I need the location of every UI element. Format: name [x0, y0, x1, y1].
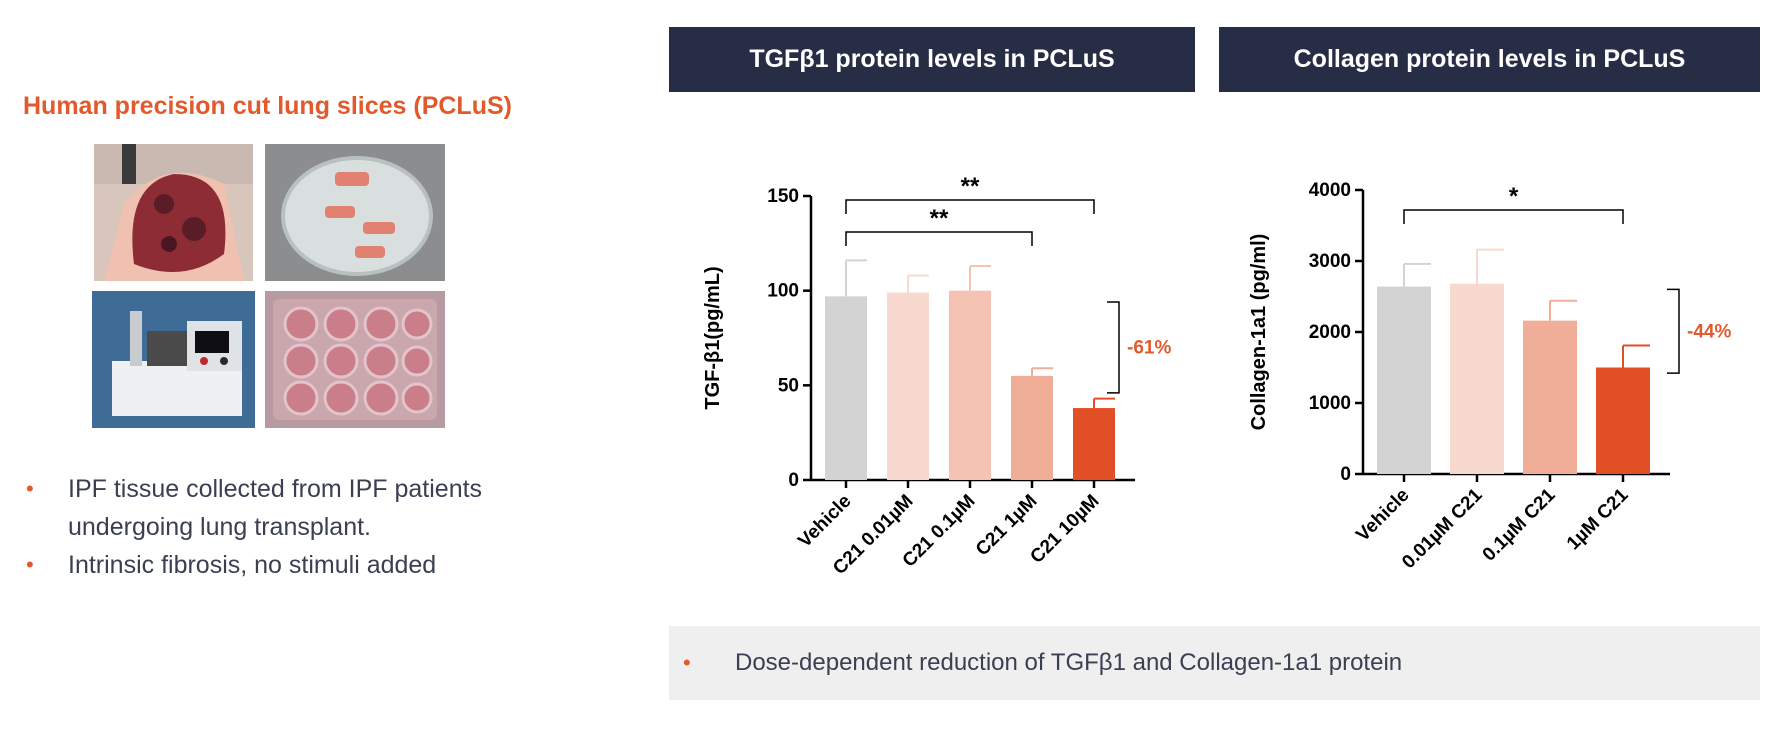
y-axis-label: Collagen-1a1 (pg/ml)	[1248, 234, 1270, 431]
y-tick-label: 150	[767, 186, 799, 207]
bullet-text: Intrinsic fibrosis, no stimuli added	[68, 551, 437, 579]
significance-bracket	[1403, 209, 1624, 224]
reduction-bracket	[1667, 288, 1680, 374]
summary-text: Dose-dependent reduction of TGFβ1 and Co…	[735, 649, 1403, 676]
section-title: Human precision cut lung slices (PCLuS)	[23, 92, 512, 120]
bar	[949, 290, 991, 480]
bar	[825, 296, 867, 480]
tissue-slicer-photo	[92, 291, 255, 428]
collagen-chart-title: Collagen protein levels in PCLuS	[1219, 27, 1760, 92]
summary-bar: • Dose-dependent reduction of TGFβ1 and …	[669, 626, 1760, 700]
x-tick-label: 1µM C21	[1563, 484, 1633, 554]
y-tick-label: 4000	[1309, 180, 1351, 201]
collagen-bar-chart: 0 1000 2000 3000 4000 Collagen-1a1 (pg/ml) Veh…	[1248, 180, 1731, 573]
list-item: • IPF tissue collected from IPF patients …	[22, 470, 582, 546]
well-plate-photo	[265, 291, 445, 428]
significance-bracket	[845, 231, 1033, 246]
bullet-list: • IPF tissue collected from IPF patients …	[22, 470, 582, 584]
lung-tissue-photo	[94, 144, 253, 281]
y-tick-label: 50	[778, 375, 799, 396]
y-tick-label: 100	[767, 281, 799, 302]
bar	[1377, 286, 1431, 474]
bullet-marker: •	[683, 650, 691, 675]
significance-label: **	[930, 205, 949, 232]
y-tick-label: 0	[1340, 464, 1351, 485]
bar	[1011, 375, 1053, 480]
bar	[887, 292, 929, 480]
y-tick-label: 3000	[1309, 251, 1351, 272]
bullet-text: IPF tissue collected from IPF patients u…	[68, 475, 483, 541]
reduction-label: -61%	[1127, 337, 1171, 358]
bar	[1523, 320, 1577, 474]
bar	[1450, 283, 1504, 474]
y-tick-label: 2000	[1309, 322, 1351, 343]
y-tick-label: 1000	[1309, 393, 1351, 414]
petri-dish-photo	[265, 144, 445, 281]
reduction-label: -44%	[1687, 321, 1731, 342]
y-axis-label: TGF-β1(pg/mL)	[702, 266, 724, 409]
x-tick-label: Vehicle	[794, 491, 855, 552]
x-tick-label: Vehicle	[1352, 485, 1413, 546]
bar	[1073, 408, 1115, 480]
list-item: • Intrinsic fibrosis, no stimuli added	[22, 546, 582, 584]
bar	[1596, 367, 1650, 474]
y-tick-label: 0	[788, 470, 799, 491]
x-tick-label: 0.1µM C21	[1479, 484, 1560, 565]
bullet-marker: •	[26, 552, 34, 577]
bullet-marker: •	[26, 476, 34, 501]
significance-label: *	[1509, 183, 1519, 210]
reduction-bracket	[1107, 301, 1120, 394]
significance-bracket	[845, 199, 1095, 214]
tgfb1-chart-title: TGFβ1 protein levels in PCLuS	[669, 27, 1195, 92]
significance-label: **	[961, 173, 980, 200]
